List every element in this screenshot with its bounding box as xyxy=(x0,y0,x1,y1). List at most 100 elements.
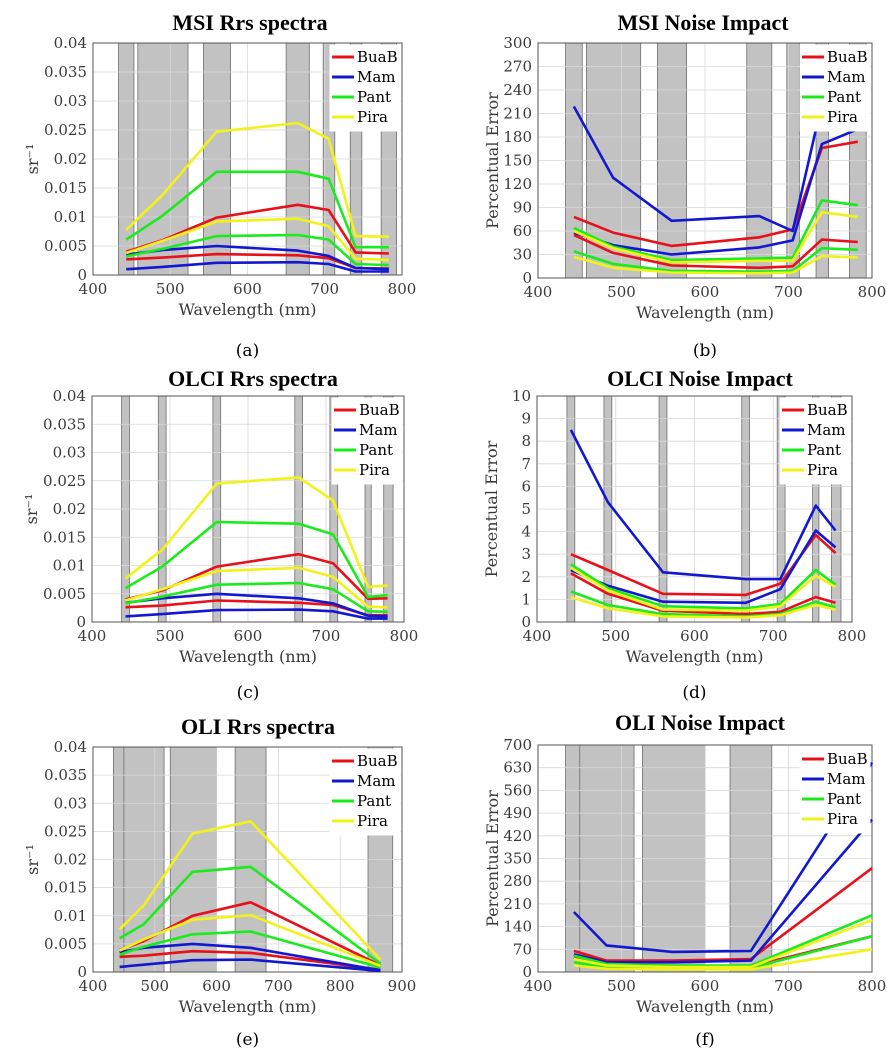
y-axis-label: sr⁻¹ xyxy=(23,144,42,175)
y-tick-label: 0.035 xyxy=(44,766,87,784)
series-line-pira xyxy=(570,566,837,613)
x-axis-label: Wavelength (nm) xyxy=(625,647,763,666)
x-tick-label: 500 xyxy=(156,627,185,645)
y-tick-label: 0.02 xyxy=(53,500,86,518)
chart-title: MSI Noise Impact xyxy=(617,10,789,35)
x-tick-label: 600 xyxy=(234,627,263,645)
y-tick-label: 0 xyxy=(77,963,87,981)
series-line-pant xyxy=(125,233,389,267)
y-tick-label: 140 xyxy=(503,918,532,936)
y-tick-label: 5 xyxy=(521,500,531,518)
series-line-pira xyxy=(573,948,873,971)
series-line-pant xyxy=(573,914,873,967)
chart-panel-b: 400 500 600 700 800 0 30 60 90 120 150 180 210 240 270… xyxy=(483,10,886,361)
y-tick-label: 0.03 xyxy=(54,794,87,812)
series-line-pira xyxy=(573,254,858,275)
y-tick-label: 210 xyxy=(503,105,532,123)
y-tick-label: 240 xyxy=(503,81,532,99)
series-line-pira xyxy=(573,210,858,264)
plot-frame xyxy=(92,746,403,973)
legend-label: Mam xyxy=(359,421,398,439)
y-tick-label: 0.025 xyxy=(43,472,86,490)
y-axis-label: Percentual Error xyxy=(483,92,502,229)
y-tick-label: 0.035 xyxy=(44,63,87,81)
chart-title: OLI Rrs spectra xyxy=(181,714,335,739)
legend-label: Mam xyxy=(807,421,846,439)
y-tick-label: 0.015 xyxy=(43,528,86,546)
legend: BuaB Mam Pant Pira xyxy=(779,397,851,485)
x-tick-label: 600 xyxy=(680,627,709,645)
legend-label: Pira xyxy=(357,812,388,830)
y-tick-label: 300 xyxy=(503,34,532,52)
x-tick-label: 400 xyxy=(79,280,108,298)
x-tick-label: 700 xyxy=(264,977,293,995)
series-line-buab xyxy=(573,867,873,962)
series-line-pant xyxy=(573,199,858,262)
series-line-mam xyxy=(125,608,388,620)
legend: BuaB Mam Pant Pira xyxy=(799,44,871,132)
legend-label: Pant xyxy=(827,790,861,808)
legend: BuaB Mam Pant Pira xyxy=(329,44,401,132)
x-tick-label: 700 xyxy=(310,280,339,298)
x-tick-label: 700 xyxy=(312,627,341,645)
x-tick-label: 800 xyxy=(858,977,887,995)
y-tick-label: 0 xyxy=(77,266,87,284)
legend: BuaB Mam Pant Pira xyxy=(331,397,403,485)
x-tick-label: 800 xyxy=(388,280,417,298)
series-line-pant xyxy=(573,246,858,274)
y-tick-label: 180 xyxy=(503,128,532,146)
series-line-buab xyxy=(119,949,381,972)
series-line-mam xyxy=(573,127,859,256)
series-line-pant xyxy=(570,563,837,610)
legend-label: Pant xyxy=(807,441,841,459)
y-tick-label: 0.04 xyxy=(54,34,87,52)
series-line-pant xyxy=(124,520,388,599)
legend-label: Mam xyxy=(357,772,396,790)
series-line-pant xyxy=(125,581,388,614)
y-tick-label: 90 xyxy=(513,199,532,217)
legend-label: BuaB xyxy=(827,48,868,66)
x-tick-label: 600 xyxy=(233,280,262,298)
legend-label: Pira xyxy=(827,810,858,828)
x-tick-label: 400 xyxy=(524,977,553,995)
legend-label: BuaB xyxy=(357,48,398,66)
x-axis-label: Wavelength (nm) xyxy=(636,997,774,1016)
y-tick-label: 1 xyxy=(521,590,531,608)
legend-label: Pant xyxy=(357,792,391,810)
legend-label: Pira xyxy=(357,108,388,126)
y-tick-label: 0.025 xyxy=(44,121,87,139)
panel-label: (e) xyxy=(236,1030,259,1050)
series-line-mam xyxy=(569,429,837,581)
y-tick-label: 350 xyxy=(503,850,532,868)
x-axis-label: Wavelength (nm) xyxy=(179,647,317,666)
x-tick-label: 700 xyxy=(774,283,803,301)
x-tick-label: 700 xyxy=(759,627,788,645)
y-tick-label: 210 xyxy=(503,895,532,913)
series-line-buab xyxy=(573,233,858,270)
x-tick-label: 500 xyxy=(140,977,169,995)
series-line-buab xyxy=(570,533,837,597)
y-tick-label: 4 xyxy=(521,523,531,541)
legend-label: Mam xyxy=(357,68,396,86)
chart-panel-c: 400 500 600 700 800 0 0.005 0.01 0.015 0.02 0.025 0… xyxy=(22,366,418,703)
plot-frame xyxy=(537,744,873,973)
y-axis-label: sr⁻¹ xyxy=(22,494,41,525)
series-line-pira xyxy=(125,566,388,609)
y-tick-label: 0.005 xyxy=(43,585,86,603)
panel-label: (c) xyxy=(237,683,260,703)
legend: BuaB Mam Pant Pira xyxy=(799,746,871,834)
y-tick-label: 150 xyxy=(503,152,532,170)
x-axis-label: Wavelength (nm) xyxy=(636,303,774,322)
y-tick-label: 9 xyxy=(521,410,531,428)
chart-title: OLI Noise Impact xyxy=(615,710,786,735)
legend-label: Mam xyxy=(827,770,866,788)
y-tick-label: 7 xyxy=(521,455,531,473)
legend-label: Pant xyxy=(827,88,861,106)
x-tick-label: 600 xyxy=(691,283,720,301)
chart-panel-d: 400 500 600 700 800 0 1 2 3 4 5 6 7 8 9 10 BuaB Mam Pant Pi… xyxy=(482,366,866,703)
y-tick-label: 560 xyxy=(503,781,532,799)
y-axis-label: Percentual Error xyxy=(483,790,502,927)
plot-frame xyxy=(536,395,853,623)
panel-label: (b) xyxy=(693,341,717,361)
y-tick-label: 0.03 xyxy=(53,444,86,462)
